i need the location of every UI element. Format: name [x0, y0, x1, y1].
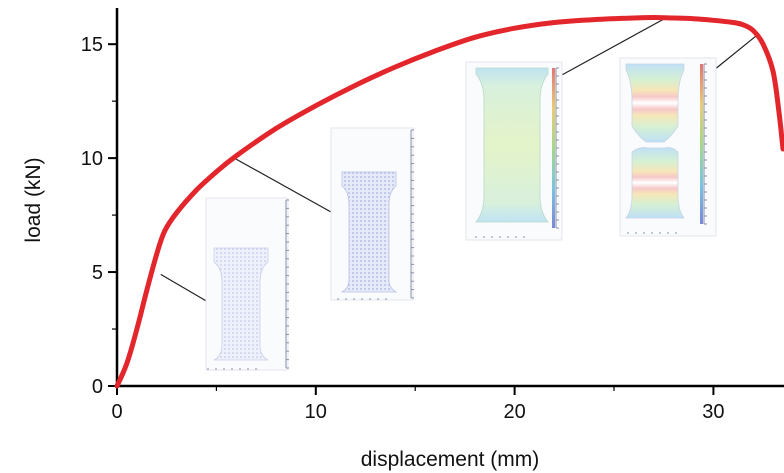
- x-tick-label: 0: [111, 401, 122, 423]
- leader-lines: [160, 18, 758, 303]
- leader-line-specimen-2: [234, 157, 332, 213]
- y-tick-label: 10: [81, 148, 103, 170]
- x-tick-label: 20: [503, 401, 525, 423]
- x-tick-label: 30: [702, 401, 724, 423]
- specimen-inset-4: [619, 57, 717, 237]
- leader-line-specimen-3: [559, 18, 665, 77]
- x-axis-title: displacement (mm): [361, 448, 540, 471]
- leader-line-specimen-4: [713, 34, 758, 71]
- specimen-inset-2: [330, 127, 414, 301]
- series-line-load: [114, 15, 784, 389]
- y-tick-label: 15: [81, 34, 103, 56]
- specimen-inset-1: [205, 197, 289, 371]
- specimen-inset-3: [465, 61, 563, 241]
- y-axis-title: load (kN): [22, 157, 45, 242]
- leader-line-specimen-1: [160, 273, 209, 303]
- x-tick-label: 10: [305, 401, 327, 423]
- y-tick-label: 0: [92, 376, 103, 398]
- y-tick-label: 5: [92, 262, 103, 284]
